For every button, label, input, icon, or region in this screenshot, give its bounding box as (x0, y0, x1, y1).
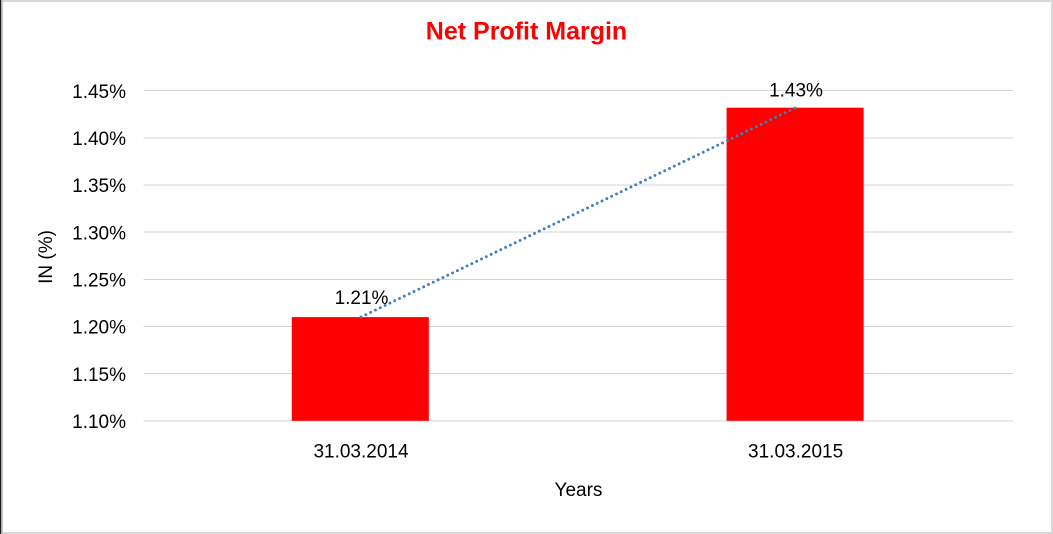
svg-text:1.35%: 1.35% (72, 176, 126, 197)
svg-text:1.20%: 1.20% (72, 318, 126, 339)
svg-text:31.03.2014: 31.03.2014 (313, 442, 409, 463)
svg-text:1.21%: 1.21% (335, 288, 389, 309)
svg-text:31.03.2015: 31.03.2015 (748, 442, 843, 463)
svg-text:1.45%: 1.45% (72, 82, 126, 103)
svg-text:Net Profit Margin: Net Profit Margin (426, 18, 627, 46)
svg-text:1.15%: 1.15% (72, 365, 126, 386)
svg-text:1.25%: 1.25% (72, 271, 126, 292)
svg-text:Years: Years (555, 480, 603, 501)
svg-text:1.40%: 1.40% (72, 129, 126, 150)
svg-text:1.43%: 1.43% (769, 81, 823, 102)
svg-text:1.10%: 1.10% (72, 412, 126, 433)
svg-text:IN (%): IN (%) (36, 230, 57, 284)
svg-text:1.30%: 1.30% (72, 223, 126, 244)
